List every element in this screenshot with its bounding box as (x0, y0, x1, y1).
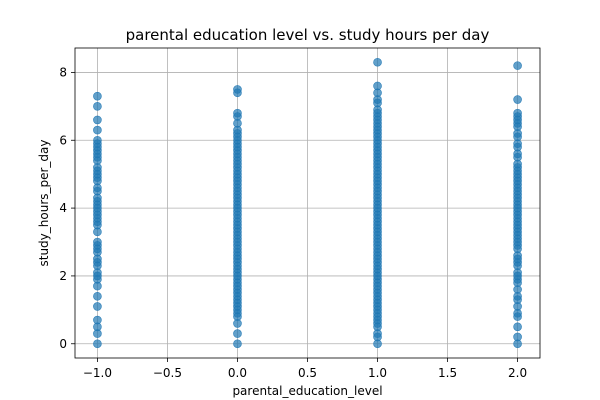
y-tick-label: 0 (59, 337, 67, 351)
y-axis-ticks: 0 2 4 6 8 (59, 65, 75, 351)
y-axis-label: study_hours_per_day (37, 139, 51, 266)
chart-title: parental education level vs. study hours… (126, 26, 490, 44)
data-point (233, 339, 242, 349)
x-axis-label: parental_education_level (232, 384, 382, 398)
data-point (93, 115, 102, 125)
data-point (93, 135, 102, 145)
data-point (93, 315, 102, 325)
data-point (513, 108, 522, 118)
data-point (513, 95, 522, 104)
x-tick-label: 1.0 (368, 366, 387, 380)
data-point (93, 237, 102, 247)
y-tick-label: 4 (59, 201, 67, 215)
data-point (93, 91, 102, 101)
x-axis-ticks: −1.0 −0.5 0.0 0.5 1.0 1.5 2.0 (83, 358, 527, 380)
x-tick-label: −0.5 (153, 366, 182, 380)
data-point (93, 339, 102, 349)
data-point (233, 85, 242, 94)
x-tick-label: −1.0 (83, 366, 112, 380)
data-point (373, 81, 382, 91)
data-point (233, 329, 242, 338)
data-point (93, 302, 102, 311)
data-point (93, 102, 102, 111)
data-point (373, 57, 382, 67)
x-tick-label: 1.5 (438, 366, 457, 380)
data-point (233, 108, 242, 118)
data-point (513, 322, 522, 332)
x-tick-label: 2.0 (508, 366, 527, 380)
data-points (93, 57, 522, 349)
y-tick-label: 8 (59, 65, 67, 79)
x-tick-label: 0.0 (228, 366, 247, 380)
y-tick-label: 6 (59, 133, 67, 147)
x-tick-label: 0.5 (298, 366, 317, 380)
data-point (93, 291, 102, 301)
data-point (513, 332, 522, 342)
data-point (93, 125, 102, 135)
y-tick-label: 2 (59, 269, 67, 283)
data-point (513, 61, 522, 70)
